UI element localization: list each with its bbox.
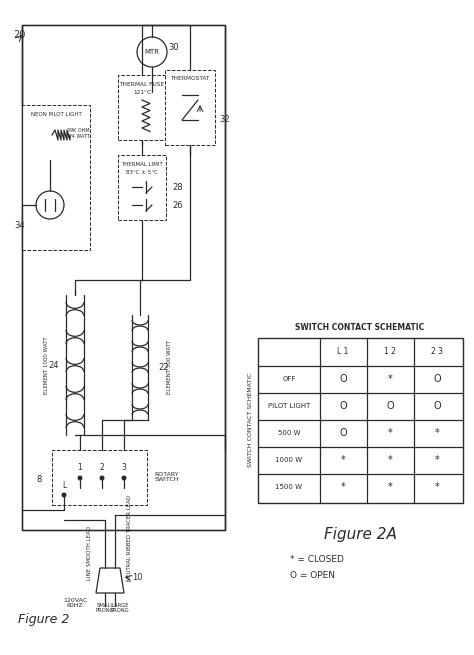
Text: 1500 W: 1500 W (275, 484, 302, 490)
Text: 30: 30 (169, 43, 179, 52)
Text: 26: 26 (173, 200, 183, 210)
Text: 39K OHM
1/4 WATT: 39K OHM 1/4 WATT (66, 128, 90, 138)
Text: 1: 1 (78, 464, 82, 472)
Text: *: * (388, 374, 392, 384)
Text: 2: 2 (100, 464, 104, 472)
Text: 34: 34 (14, 221, 25, 229)
Bar (118, 75, 166, 140)
Circle shape (100, 476, 104, 480)
Text: O: O (339, 428, 347, 438)
Text: *: * (341, 455, 346, 465)
Text: *: * (435, 482, 439, 492)
Text: 3: 3 (121, 464, 127, 472)
Text: 20: 20 (13, 30, 26, 40)
Text: ROTARY
SWITCH: ROTARY SWITCH (155, 472, 179, 482)
Text: OFF: OFF (283, 376, 296, 382)
Text: MTR: MTR (145, 49, 159, 55)
Text: 24: 24 (48, 360, 59, 369)
Bar (22, 25, 225, 530)
Text: 83°C ± 5°C: 83°C ± 5°C (126, 170, 158, 174)
Text: *: * (435, 428, 439, 438)
Text: Figure 2: Figure 2 (18, 614, 69, 626)
Text: *: * (341, 482, 346, 492)
Text: 2 3: 2 3 (431, 348, 443, 356)
Text: *: * (388, 455, 392, 465)
Bar (258, 338, 463, 503)
Circle shape (62, 493, 66, 496)
Text: O: O (433, 401, 441, 411)
Text: 1000 W: 1000 W (275, 457, 302, 463)
Bar (118, 155, 166, 220)
Text: LARGE
PRONG: LARGE PRONG (111, 603, 129, 613)
Text: 22: 22 (158, 362, 168, 371)
Text: 120VAC
60HZ: 120VAC 60HZ (63, 597, 87, 608)
Circle shape (122, 476, 126, 480)
Circle shape (78, 476, 82, 480)
Text: O = OPEN: O = OPEN (290, 572, 335, 580)
Text: O: O (339, 374, 347, 384)
Text: O: O (433, 374, 441, 384)
Text: 8: 8 (36, 476, 42, 485)
Bar (52, 450, 147, 505)
Text: O: O (386, 401, 394, 411)
Text: 28: 28 (173, 183, 183, 191)
Text: THERMOSTAT: THERMOSTAT (170, 77, 210, 81)
Text: 121°C: 121°C (133, 90, 151, 94)
Text: SMALL
PRONG: SMALL PRONG (96, 603, 114, 613)
Text: NEON PILOT LIGHT: NEON PILOT LIGHT (31, 111, 82, 117)
Bar (22, 105, 90, 250)
Text: Figure 2A: Figure 2A (324, 527, 396, 542)
Text: L 1: L 1 (337, 348, 349, 356)
Text: *: * (388, 482, 392, 492)
Text: SWITCH CONTACT SCHEMATIC: SWITCH CONTACT SCHEMATIC (248, 373, 254, 467)
Text: THERMAL FUSE: THERMAL FUSE (119, 81, 164, 86)
Text: ELEMENT 500 WATT: ELEMENT 500 WATT (167, 340, 173, 394)
Text: ELEMENT 1000 WATT: ELEMENT 1000 WATT (45, 336, 49, 394)
Text: SWITCH CONTACT SCHEMATIC: SWITCH CONTACT SCHEMATIC (295, 324, 425, 333)
Bar (165, 70, 215, 145)
Text: *: * (388, 428, 392, 438)
Text: 10: 10 (132, 574, 143, 582)
Polygon shape (96, 568, 124, 593)
Circle shape (137, 37, 167, 67)
Text: PILOT LIGHT: PILOT LIGHT (268, 403, 310, 409)
Text: 500 W: 500 W (278, 430, 300, 436)
Text: *: * (435, 455, 439, 465)
Text: O: O (339, 401, 347, 411)
Text: 32: 32 (219, 115, 230, 124)
Circle shape (36, 191, 64, 219)
Text: NEUTRAL RIBBED TRACER LEAD: NEUTRAL RIBBED TRACER LEAD (128, 495, 133, 581)
Text: LINE SMOOTH LEAD: LINE SMOOTH LEAD (88, 526, 92, 580)
Text: * = CLOSED: * = CLOSED (290, 555, 344, 565)
Text: L: L (62, 481, 66, 489)
Text: 1 2: 1 2 (384, 348, 396, 356)
Text: THERMAL LIMIT: THERMAL LIMIT (121, 162, 163, 166)
